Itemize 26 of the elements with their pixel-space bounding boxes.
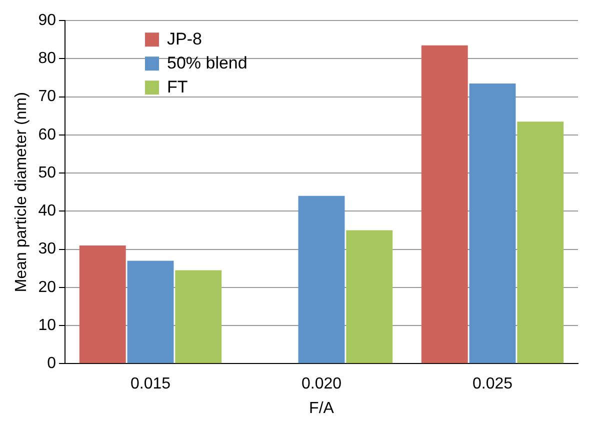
bar [469, 83, 516, 364]
y-tick-label: 50 [38, 164, 56, 182]
y-axis-title: Mean particle diameter (nm) [13, 92, 30, 292]
bar [79, 245, 126, 364]
bar [346, 230, 393, 364]
legend-label: FT [166, 77, 188, 96]
y-tick-label: 40 [38, 202, 56, 220]
bar [421, 45, 468, 364]
y-tick-label: 20 [38, 278, 56, 296]
y-tick-label: 10 [38, 316, 56, 334]
x-tick-label: 0.025 [472, 376, 513, 393]
bar [517, 122, 564, 364]
legend-label: 50% blend [166, 53, 248, 72]
bar [298, 196, 345, 364]
y-tick-label: 70 [38, 88, 56, 106]
y-tick-label: 30 [38, 240, 56, 258]
y-tick-label: 90 [38, 12, 56, 30]
y-tick-label: 0 [47, 355, 56, 372]
x-tick-label: 0.020 [301, 376, 342, 393]
legend-label: JP-8 [166, 29, 202, 48]
x-tick-label: 0.015 [130, 376, 171, 393]
y-tick-label: 80 [38, 50, 56, 68]
bar [127, 260, 174, 364]
x-axis-title: F/A [309, 400, 334, 417]
y-tick-label: 60 [38, 126, 56, 144]
bar [175, 270, 222, 364]
